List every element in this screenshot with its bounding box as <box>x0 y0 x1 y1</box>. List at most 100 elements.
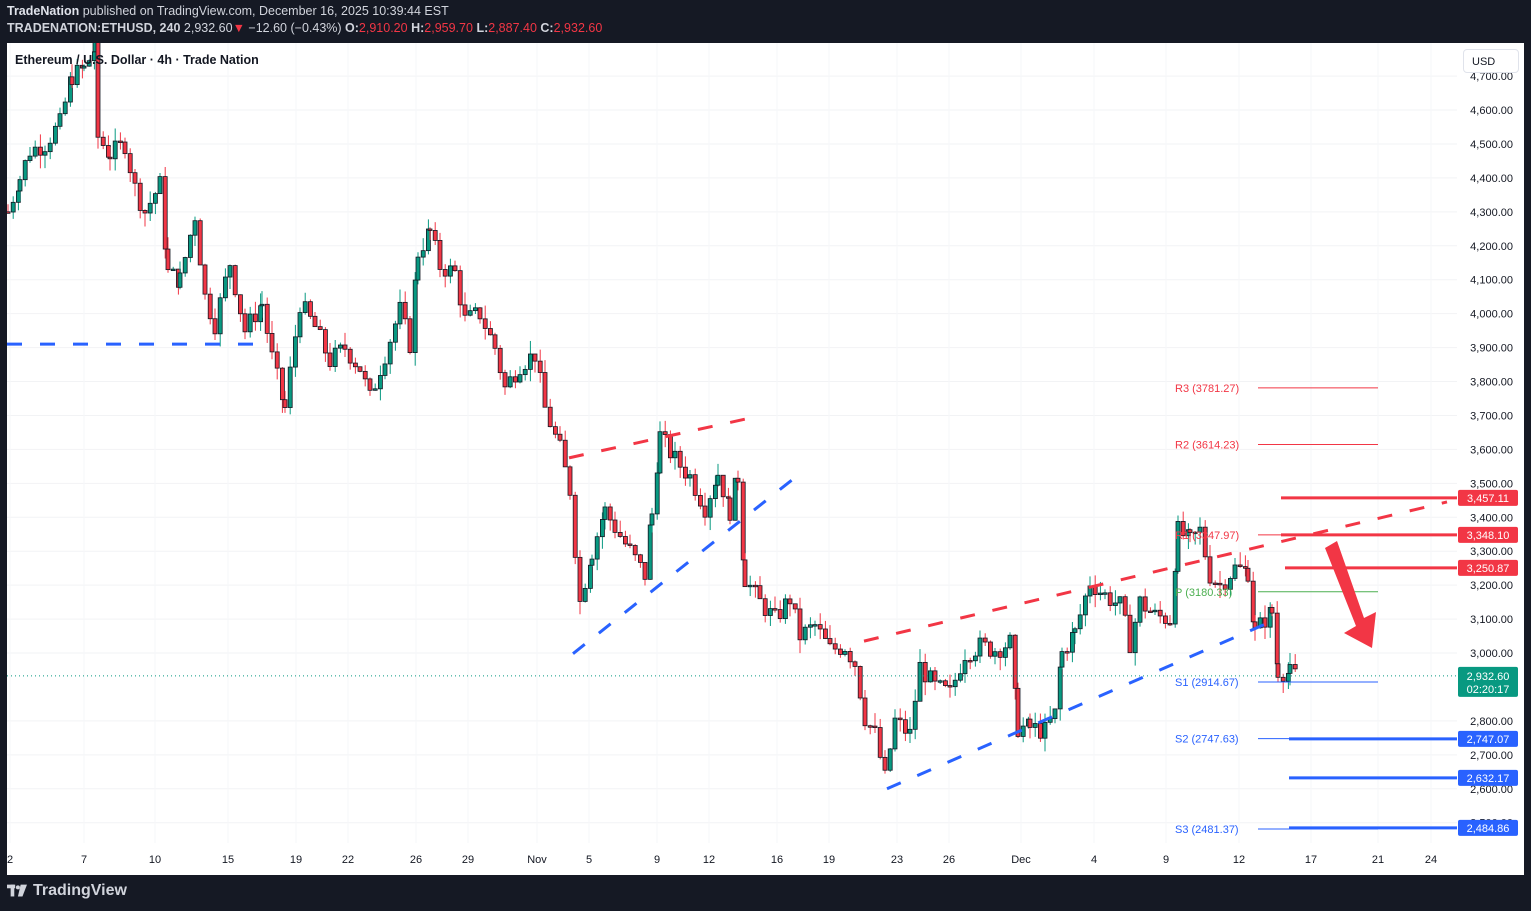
candle-body <box>1077 614 1083 630</box>
candle-body <box>147 202 153 214</box>
candle-body <box>537 360 543 373</box>
candle-body <box>988 641 993 657</box>
candle-body <box>217 297 223 335</box>
candle-body <box>668 434 673 459</box>
tradingview-brand[interactable]: TradingView <box>7 882 127 900</box>
candle-body <box>827 638 833 645</box>
candle-body <box>922 661 928 683</box>
candle-body <box>867 725 873 728</box>
last-price-text: 2,932.60 <box>1467 671 1510 683</box>
candle-body <box>600 519 605 538</box>
candle-body <box>1107 592 1113 606</box>
candle-body <box>487 328 493 336</box>
candle-body <box>1148 610 1153 613</box>
pivot-level-label: S3 (2481.37) <box>1175 824 1239 836</box>
time-tick-label: 9 <box>1163 854 1169 866</box>
candle-body <box>372 388 378 391</box>
candle-body <box>100 136 106 146</box>
candle-body <box>742 559 748 588</box>
chart-canvas[interactable]: 2,500.002,600.002,700.002,800.003,000.00… <box>7 43 1524 875</box>
candle-body <box>312 315 318 328</box>
candle-body <box>57 113 63 127</box>
time-tick-label: 19 <box>290 854 302 866</box>
candle-body <box>1237 564 1243 567</box>
price-label-badge <box>1458 559 1518 576</box>
candle-body <box>392 323 398 343</box>
candle-body <box>407 318 413 353</box>
candle-body <box>447 265 453 277</box>
candle-body <box>1007 634 1013 649</box>
candle-body <box>1142 596 1148 612</box>
last-price-badge <box>1458 666 1518 697</box>
candle-body <box>720 474 726 498</box>
currency-button[interactable]: USD <box>1463 49 1519 73</box>
symbol-label: TRADENATION:ETHUSD, 240 <box>7 21 181 35</box>
candle-body <box>982 637 988 643</box>
candle-body <box>698 495 703 507</box>
price-tick-label: 4,500.00 <box>1470 139 1513 151</box>
candle-body <box>17 179 23 192</box>
candle-body <box>32 146 38 157</box>
candle-body <box>638 554 643 563</box>
candle-body <box>777 609 783 620</box>
price-label-badge <box>1458 769 1518 786</box>
pivot-level-label: S2 (2747.63) <box>1175 734 1239 746</box>
candle-body <box>672 450 678 459</box>
candle-body <box>317 326 323 331</box>
candle-body <box>687 474 693 479</box>
publisher-name[interactable]: TradeNation <box>7 4 80 18</box>
tradingview-logo-icon <box>7 884 27 897</box>
candle-body <box>1015 687 1021 737</box>
candle-body <box>1180 521 1186 537</box>
candle-body <box>847 651 853 663</box>
candle-body <box>832 643 838 650</box>
candle-body <box>958 673 963 681</box>
time-tick-label: 16 <box>771 854 783 866</box>
candle-body <box>903 719 908 734</box>
high-value: 2,959.70 <box>424 21 473 35</box>
candle-body <box>342 344 348 350</box>
candle-body <box>623 536 628 545</box>
candle-body <box>27 155 33 161</box>
candle-body <box>1187 529 1193 533</box>
candle-body <box>1217 582 1223 586</box>
candle-body <box>1163 615 1168 624</box>
price-tick-label: 4,600.00 <box>1470 105 1513 117</box>
candle-body <box>528 353 533 370</box>
candle-body <box>95 43 101 138</box>
candle-body <box>792 603 798 610</box>
candle-body <box>647 524 653 580</box>
candle-body <box>838 648 843 655</box>
candle-body <box>53 125 58 144</box>
price-tick-label: 4,300.00 <box>1470 207 1513 219</box>
close-label: C: <box>540 21 554 35</box>
chart-panel[interactable]: 2,500.002,600.002,700.002,800.003,000.00… <box>7 43 1524 875</box>
last-price: 2,932.60 <box>183 21 233 35</box>
candle-body <box>522 368 528 376</box>
candle-body <box>1113 602 1118 606</box>
candle-body <box>753 584 758 588</box>
candle-body <box>862 697 868 727</box>
candle-body <box>81 65 87 69</box>
candle-body <box>768 608 773 616</box>
candle-body <box>252 313 258 323</box>
candle-body <box>677 450 683 468</box>
candle-body <box>912 700 918 730</box>
candle-body <box>1232 564 1238 579</box>
down-arrow-icon <box>1325 541 1376 648</box>
candle-body <box>683 466 688 479</box>
candle-body <box>1057 666 1063 710</box>
candle-body <box>177 272 183 288</box>
candle-body <box>302 301 308 313</box>
candle-body <box>1243 566 1248 569</box>
candle-body <box>1132 621 1138 654</box>
candle-body <box>907 728 913 734</box>
candle-body <box>357 366 363 372</box>
candle-body <box>1102 592 1108 595</box>
price-tick-label: 2,600.00 <box>1470 784 1513 796</box>
candle-body <box>1207 556 1213 584</box>
price-label-text: 2,747.07 <box>1467 734 1510 746</box>
candle-body <box>1192 531 1198 535</box>
open-value: 2,910.20 <box>358 21 408 35</box>
pivot-level-label: R3 (3781.27) <box>1175 383 1239 395</box>
